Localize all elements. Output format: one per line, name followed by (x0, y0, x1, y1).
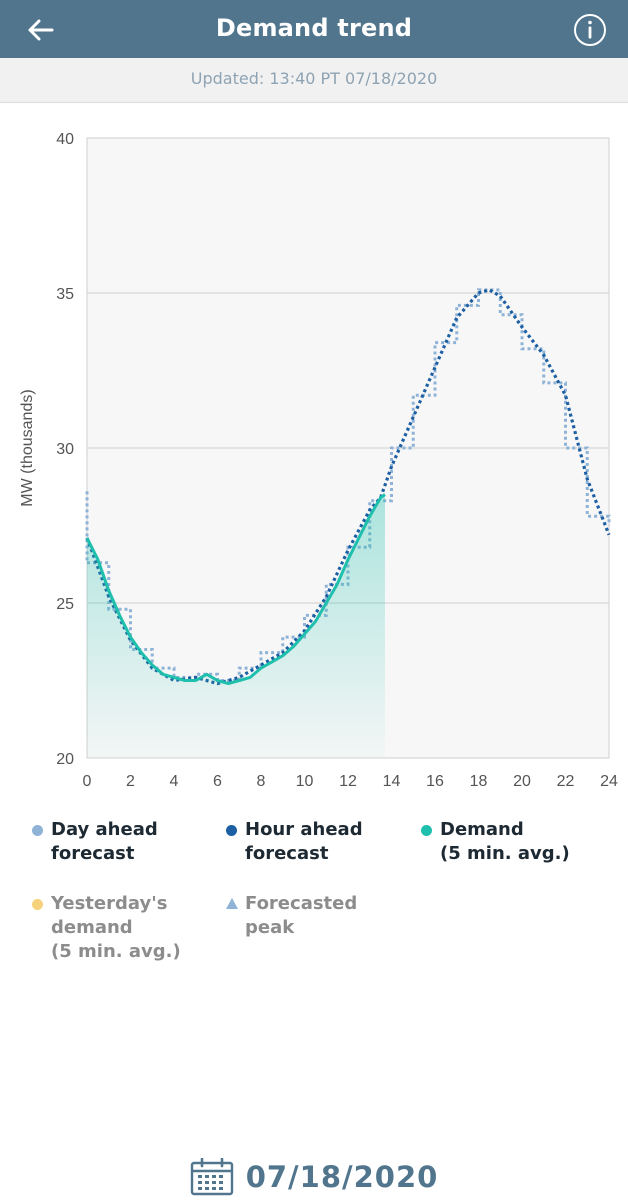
x-tick-label: 0 (83, 773, 92, 790)
selected-date: 07/18/2020 (245, 1160, 439, 1194)
info-icon[interactable] (572, 12, 608, 48)
date-picker[interactable]: 07/18/2020 (0, 1158, 628, 1198)
series-line-demand (85, 493, 386, 686)
triangle-icon (226, 898, 238, 909)
x-axis-ticks: 0 2 4 6 8 10 12 14 16 18 20 22 24 (83, 773, 618, 790)
updated-bar: Updated: 13:40 PT 07/18/2020 (0, 58, 628, 103)
date-picker-inner[interactable]: 07/18/2020 (190, 1158, 439, 1196)
series-line-hour-ahead (85, 288, 611, 686)
x-tick-label: 12 (339, 773, 357, 790)
legend-dot-hour-ahead (226, 825, 237, 836)
x-tick-label: 10 (296, 773, 314, 790)
x-tick-label: 14 (383, 773, 401, 790)
x-tick-label: 16 (426, 773, 444, 790)
legend-yesterday-line2: demand (51, 917, 133, 938)
x-tick-label: 6 (213, 773, 222, 790)
y-axis-ticks: 20 25 30 35 40 (56, 131, 74, 768)
legend-yesterday-line1: Yesterday's (51, 893, 168, 914)
y-tick-label: 25 (56, 596, 74, 613)
x-tick-label: 8 (257, 773, 266, 790)
x-tick-label: 4 (170, 773, 179, 790)
y-tick-label: 20 (56, 751, 74, 768)
legend-hour-ahead-line2: forecast (245, 843, 329, 864)
x-tick-label: 18 (470, 773, 488, 790)
legend-dot-demand (421, 825, 432, 836)
legend-demand-line1: Demand (440, 819, 524, 840)
legend-peak-line2: peak (245, 917, 295, 938)
legend-hour-ahead-line1: Hour ahead (245, 819, 363, 840)
updated-timestamp: Updated: 13:40 PT 07/18/2020 (190, 69, 438, 88)
series-area-demand (87, 494, 385, 758)
legend-demand-line2: (5 min. avg.) (440, 843, 570, 864)
x-tick-label: 20 (513, 773, 531, 790)
legend-day-ahead-line2: forecast (51, 843, 135, 864)
legend-dot-yesterday (32, 899, 43, 910)
legend-peak-line1: Forecasted (245, 893, 358, 914)
legend-yesterday-line3: (5 min. avg.) (51, 941, 181, 962)
demand-chart: 20 25 30 35 40 0 2 4 6 8 10 12 14 16 18 20 22 24 MW (tho… (0, 103, 628, 803)
y-tick-label: 35 (56, 286, 74, 303)
x-tick-label: 2 (126, 773, 135, 790)
y-tick-label: 40 (56, 131, 74, 148)
series-group (85, 288, 611, 758)
legend-dot-day-ahead (32, 825, 43, 836)
x-tick-label: 22 (557, 773, 575, 790)
y-tick-label: 30 (56, 441, 74, 458)
app-header: Demand trend (0, 0, 628, 58)
chart-legend: Day ahead forecast Hour ahead forecast D… (0, 818, 628, 988)
calendar-icon (190, 1158, 233, 1196)
page-title: Demand trend (215, 14, 413, 42)
x-tick-label: 24 (600, 773, 618, 790)
legend-day-ahead-line1: Day ahead (51, 819, 158, 840)
back-arrow-icon[interactable] (22, 12, 58, 48)
y-axis-label: MW (thousands) (19, 389, 36, 506)
